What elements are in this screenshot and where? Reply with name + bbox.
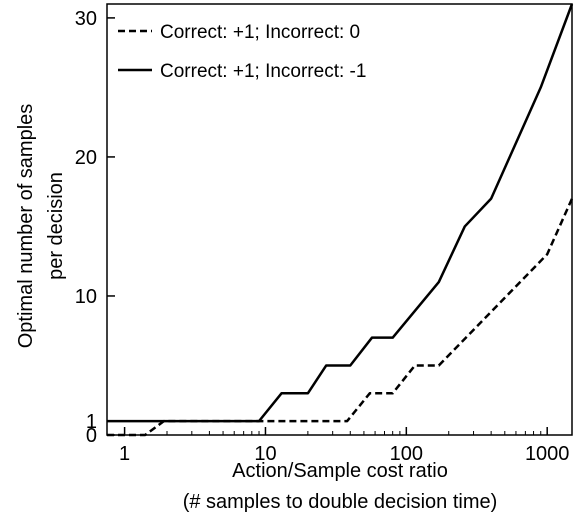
y-tick-label: 1 bbox=[86, 411, 97, 433]
series-line-solid bbox=[107, 3, 574, 423]
x-axis-label: Action/Sample cost ratio bbox=[232, 460, 448, 482]
y-axis-label: Optimal number of samples bbox=[15, 104, 37, 349]
y-tick-label: 20 bbox=[75, 147, 97, 169]
y-axis-sublabel: per decision bbox=[45, 172, 67, 280]
x-axis-sublabel: (# samples to double decision time) bbox=[183, 491, 498, 513]
series-line-dashed bbox=[107, 198, 574, 437]
y-tick-label: 10 bbox=[75, 286, 97, 308]
legend: Correct: +1; Incorrect: 0 Correct: +1; In… bbox=[118, 22, 366, 82]
legend-label: Correct: +1; Incorrect: 0 bbox=[160, 22, 360, 43]
plot-frame bbox=[106, 3, 573, 436]
y-tick-label: 0 bbox=[86, 425, 97, 447]
series-group bbox=[107, 3, 574, 437]
x-tick-label: 1 bbox=[119, 443, 130, 465]
x-tick-label: 10 bbox=[254, 443, 276, 465]
y-tick-label: 30 bbox=[75, 8, 97, 30]
x-tick-label: 1000 bbox=[525, 443, 570, 465]
legend-label: Correct: +1; Incorrect: -1 bbox=[160, 61, 366, 82]
x-tick-label: 100 bbox=[390, 443, 423, 465]
axis-ticks: 1 10 100 1000 01 10 20 30 bbox=[75, 8, 570, 465]
